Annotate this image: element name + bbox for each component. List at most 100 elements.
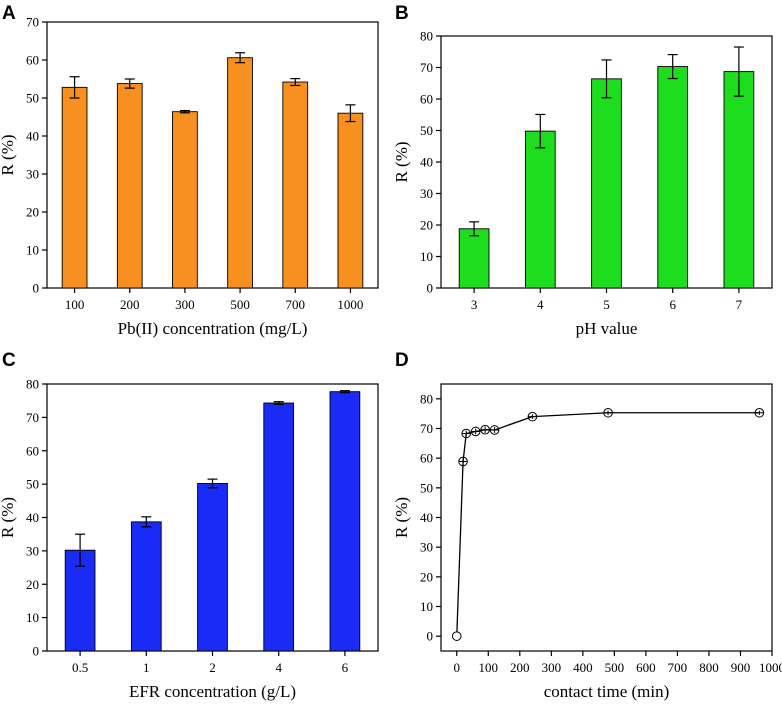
bar	[172, 111, 198, 289]
panel-a-y-axis-label: R (%)	[0, 134, 17, 175]
bar	[591, 78, 622, 289]
bar	[116, 83, 143, 289]
bar	[282, 81, 309, 289]
y-tick-label: 10	[26, 243, 39, 258]
bar	[197, 483, 228, 652]
x-tick-label: 100	[65, 297, 85, 312]
x-tick-label: 400	[573, 660, 593, 675]
y-tick-label: 0	[427, 629, 434, 644]
panel-d-x-axis-label: contact time (min)	[544, 682, 670, 701]
x-tick-label: 300	[542, 660, 562, 675]
data-point	[461, 428, 472, 439]
plot-frame	[46, 21, 379, 289]
x-tick-label: 700	[668, 660, 688, 675]
x-tick-label: 7	[736, 297, 743, 312]
x-tick-label: 4	[537, 297, 544, 312]
series-line	[456, 412, 760, 637]
x-tick-label: 1	[143, 660, 150, 675]
y-tick-label: 10	[420, 599, 433, 614]
x-tick-label: 700	[286, 297, 306, 312]
y-tick-label: 20	[420, 569, 433, 584]
y-tick-label: 30	[420, 186, 433, 201]
data-point	[458, 456, 468, 467]
panel-c-plot: 0 10 20 30 40 50 60 70 80 0.5 1 2 4 6	[26, 377, 379, 675]
data-point	[480, 424, 490, 435]
bar	[263, 402, 295, 652]
x-tick-label: 6	[669, 297, 676, 312]
y-tick-label: 80	[420, 29, 433, 44]
bar	[130, 521, 162, 652]
y-tick-label: 60	[26, 53, 39, 68]
bar	[524, 130, 556, 289]
y-tick-label: 20	[26, 577, 39, 592]
x-tick-label: 3	[471, 297, 478, 312]
bar	[723, 71, 755, 289]
panel-c-x-axis-label: EFR concentration (g/L)	[129, 682, 296, 701]
x-tick-label: 200	[120, 297, 140, 312]
y-tick-label: 70	[26, 15, 39, 30]
x-tick-label: 0	[454, 660, 461, 675]
panel-a: A R (%) Pb(II) concentration (mg/L) 0 10 2…	[0, 3, 379, 338]
y-tick-label: 0	[33, 644, 40, 659]
x-tick-label: 0.5	[72, 660, 88, 675]
y-tick-label: 50	[420, 480, 433, 495]
x-tick-label: 1000	[759, 660, 782, 675]
y-tick-label: 10	[26, 610, 39, 625]
bar	[329, 391, 361, 652]
x-tick-label: 500	[230, 297, 250, 312]
data-point	[603, 407, 613, 418]
panel-label-c: C	[2, 350, 16, 371]
panel-a-x-axis-label: Pb(II) concentration (mg/L)	[118, 319, 308, 338]
y-tick-label: 40	[420, 155, 433, 170]
panel-label-a: A	[2, 3, 16, 24]
x-tick-label: 500	[605, 660, 625, 675]
x-tick-label: 600	[636, 660, 656, 675]
bar	[337, 112, 364, 289]
x-tick-label: 2	[209, 660, 216, 675]
y-tick-label: 50	[420, 123, 433, 138]
bar	[458, 228, 490, 289]
y-tick-label: 60	[420, 451, 433, 466]
panel-c-y-axis-label: R (%)	[0, 497, 17, 538]
x-tick-label: 100	[479, 660, 499, 675]
bar	[657, 66, 689, 289]
y-tick-label: 30	[26, 543, 39, 558]
y-tick-label: 0	[427, 281, 434, 296]
panel-c: C R (%) EFR concentration (g/L) 0 10 20 30 4…	[0, 350, 379, 701]
y-tick-label: 70	[420, 421, 433, 436]
y-tick-label: 60	[26, 443, 39, 458]
y-tick-label: 70	[26, 410, 39, 425]
y-tick-label: 50	[26, 477, 39, 492]
data-point	[489, 425, 500, 435]
panel-label-d: D	[395, 350, 409, 371]
y-tick-label: 40	[26, 129, 39, 144]
bar	[61, 86, 88, 289]
x-tick-label: 800	[699, 660, 719, 675]
y-tick-label: 20	[420, 218, 433, 233]
x-tick-label: 5	[603, 297, 610, 312]
y-tick-label: 0	[33, 281, 40, 296]
panel-label-b: B	[395, 3, 409, 24]
y-tick-label: 80	[420, 391, 433, 406]
y-tick-label: 10	[420, 249, 433, 264]
panel-b-y-axis-label: R (%)	[392, 141, 411, 182]
y-tick-label: 40	[26, 510, 39, 525]
y-tick-label: 70	[420, 60, 433, 75]
x-tick-label: 300	[175, 297, 195, 312]
x-tick-label: 4	[275, 660, 282, 675]
x-tick-label: 6	[342, 660, 349, 675]
data-point	[451, 631, 462, 641]
y-tick-label: 60	[420, 92, 433, 107]
x-tick-label: 1000	[337, 297, 363, 312]
panel-b-x-axis-label: pH value	[576, 319, 638, 338]
y-tick-label: 40	[420, 510, 433, 525]
data-point	[470, 426, 481, 437]
data-point	[527, 411, 538, 422]
y-tick-label: 30	[26, 167, 39, 182]
x-tick-label: 200	[510, 660, 530, 675]
y-tick-label: 20	[26, 205, 39, 220]
y-tick-label: 50	[26, 91, 39, 106]
panel-d-y-axis-label: R (%)	[392, 497, 411, 538]
